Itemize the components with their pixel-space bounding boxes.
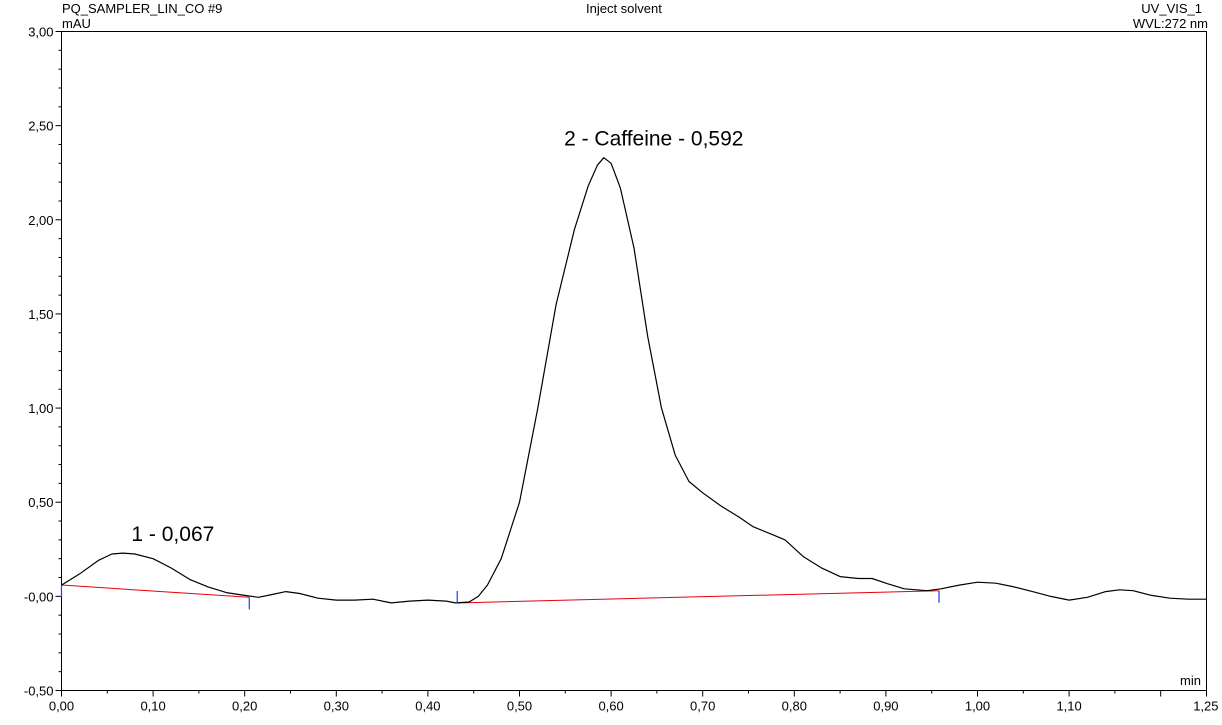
- baseline-segment: [61, 584, 250, 598]
- x-tick-label: 1,10: [1056, 699, 1081, 714]
- y-axis-ticks: -0,50 -0,00 0,50 1,00 1,50 2,00 2,50 3,00: [24, 25, 62, 699]
- channel-name: UV_VIS_1: [1141, 1, 1202, 16]
- y-tick-label: -0,50: [24, 684, 54, 699]
- peak-baselines: [61, 584, 940, 604]
- y-tick-label: 2,00: [28, 213, 53, 228]
- plot-frame: [61, 31, 1207, 691]
- x-tick-label: 0,90: [873, 699, 898, 714]
- peak-delimiters: [60, 585, 940, 610]
- y-tick-label: 1,50: [28, 307, 53, 322]
- y-axis-unit: mAU: [62, 16, 91, 31]
- x-tick-label: 0,00: [49, 699, 74, 714]
- wavelength-label: WVL:272 nm: [1132, 16, 1208, 31]
- x-tick-label: 0,60: [598, 699, 623, 714]
- x-tick-label: 1,00: [965, 699, 990, 714]
- x-tick-label: 0,10: [140, 699, 165, 714]
- x-tick-label: 0,70: [690, 699, 715, 714]
- signal-trace: [61, 157, 1207, 604]
- x-axis-ticks: 0,00 0,10 0,20 0,30 0,40 0,50 0,60 0,70 0,80 0,90…: [49, 690, 1219, 714]
- y-tick-label: 2,50: [28, 119, 53, 134]
- peak-annotations: 1 - 0,067 2 - Caffeine - 0,592: [131, 128, 743, 546]
- x-tick-label: 1,25: [1193, 699, 1218, 714]
- peak-label: 2 - Caffeine - 0,592: [564, 128, 743, 151]
- x-tick-label: 0,50: [507, 699, 532, 714]
- y-tick-label: 3,00: [28, 25, 53, 40]
- y-tick-label: 1,00: [28, 401, 53, 416]
- x-tick-label: 0,80: [782, 699, 807, 714]
- chart-title: Inject solvent: [586, 1, 662, 16]
- sample-name: PQ_SAMPLER_LIN_CO #9: [62, 1, 223, 16]
- y-tick-label: 0,50: [28, 495, 53, 510]
- baseline-segment: [457, 590, 940, 604]
- y-tick-label: -0,00: [24, 589, 54, 604]
- x-axis-unit: min: [1180, 673, 1201, 688]
- peak-label: 1 - 0,067: [131, 523, 214, 546]
- x-tick-label: 0,30: [324, 699, 349, 714]
- x-tick-label: 0,20: [232, 699, 257, 714]
- x-tick-label: 0,40: [415, 699, 440, 714]
